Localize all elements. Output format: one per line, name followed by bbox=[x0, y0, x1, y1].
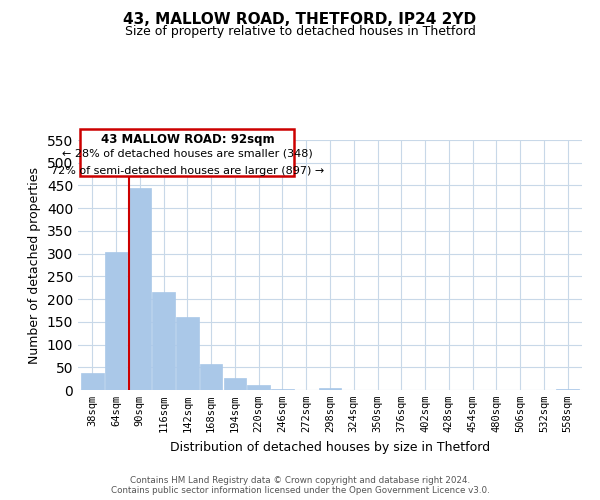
Bar bbox=[224, 378, 246, 390]
Text: 72% of semi-detached houses are larger (897) →: 72% of semi-detached houses are larger (… bbox=[51, 166, 324, 176]
Bar bbox=[176, 318, 199, 390]
Bar bbox=[200, 364, 223, 390]
Text: Contains HM Land Registry data © Crown copyright and database right 2024.
Contai: Contains HM Land Registry data © Crown c… bbox=[110, 476, 490, 495]
Bar bbox=[128, 188, 151, 390]
Text: 43, MALLOW ROAD, THETFORD, IP24 2YD: 43, MALLOW ROAD, THETFORD, IP24 2YD bbox=[124, 12, 476, 28]
Bar bbox=[556, 389, 579, 390]
Text: ← 28% of detached houses are smaller (348): ← 28% of detached houses are smaller (34… bbox=[62, 148, 313, 158]
Bar bbox=[81, 373, 104, 390]
Bar bbox=[271, 389, 294, 390]
Bar bbox=[152, 292, 175, 390]
Bar bbox=[105, 252, 127, 390]
Text: Size of property relative to detached houses in Thetford: Size of property relative to detached ho… bbox=[125, 25, 475, 38]
Bar bbox=[319, 388, 341, 390]
Bar bbox=[247, 384, 270, 390]
FancyBboxPatch shape bbox=[80, 128, 295, 176]
Text: 43 MALLOW ROAD: 92sqm: 43 MALLOW ROAD: 92sqm bbox=[101, 134, 274, 146]
Y-axis label: Number of detached properties: Number of detached properties bbox=[28, 166, 41, 364]
X-axis label: Distribution of detached houses by size in Thetford: Distribution of detached houses by size … bbox=[170, 440, 490, 454]
